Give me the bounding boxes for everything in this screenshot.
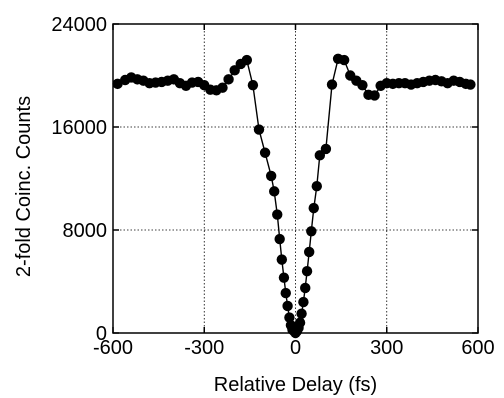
data-point [294,317,306,328]
data-point [278,272,290,283]
data-point [300,282,311,294]
y-tick-label: 8000 [63,220,108,242]
data-point [259,147,271,158]
x-axis-title: Relative Delay (fs) [214,374,377,396]
axis-ticks [112,23,479,334]
grid-lines [113,24,478,333]
data-points [112,53,476,339]
y-tick-label: 0 [96,323,107,345]
data-point [265,170,277,182]
x-tick-label: -300 [184,337,224,359]
y-tick-label: 24000 [51,14,107,36]
data-point [280,287,291,299]
data-point [303,246,315,258]
data-point [217,82,228,93]
data-point [465,79,476,90]
data-point [369,90,380,101]
y-tick-label: 16000 [51,117,107,139]
data-point [274,233,285,245]
data-point [241,54,253,66]
data-point [223,74,234,85]
data-point [296,308,307,319]
data-point [284,312,295,323]
series-line [117,57,471,335]
data-point [308,202,319,214]
data-point [311,181,322,192]
x-tick-label: -600 [93,337,133,359]
data-point [276,254,288,265]
data-point [298,296,309,308]
y-axis-title: 2-fold Coinc. Counts [13,96,35,277]
y-tick-labels: 0 8000 16000 24000 [51,14,107,345]
x-tick-labels: -600 -300 0 300 600 [93,337,495,359]
data-point [272,209,283,220]
data-point [320,143,332,155]
x-tick-label: 300 [370,337,403,359]
data-point [306,226,317,237]
data-point [269,186,280,197]
data-point [357,79,368,91]
data-point [282,300,293,312]
data-point [301,266,313,277]
x-tick-label: 0 [290,337,301,359]
data-point [247,79,259,91]
data-point [326,79,338,90]
x-tick-label: 600 [461,337,494,359]
data-point [253,124,265,135]
data-point [338,54,350,66]
